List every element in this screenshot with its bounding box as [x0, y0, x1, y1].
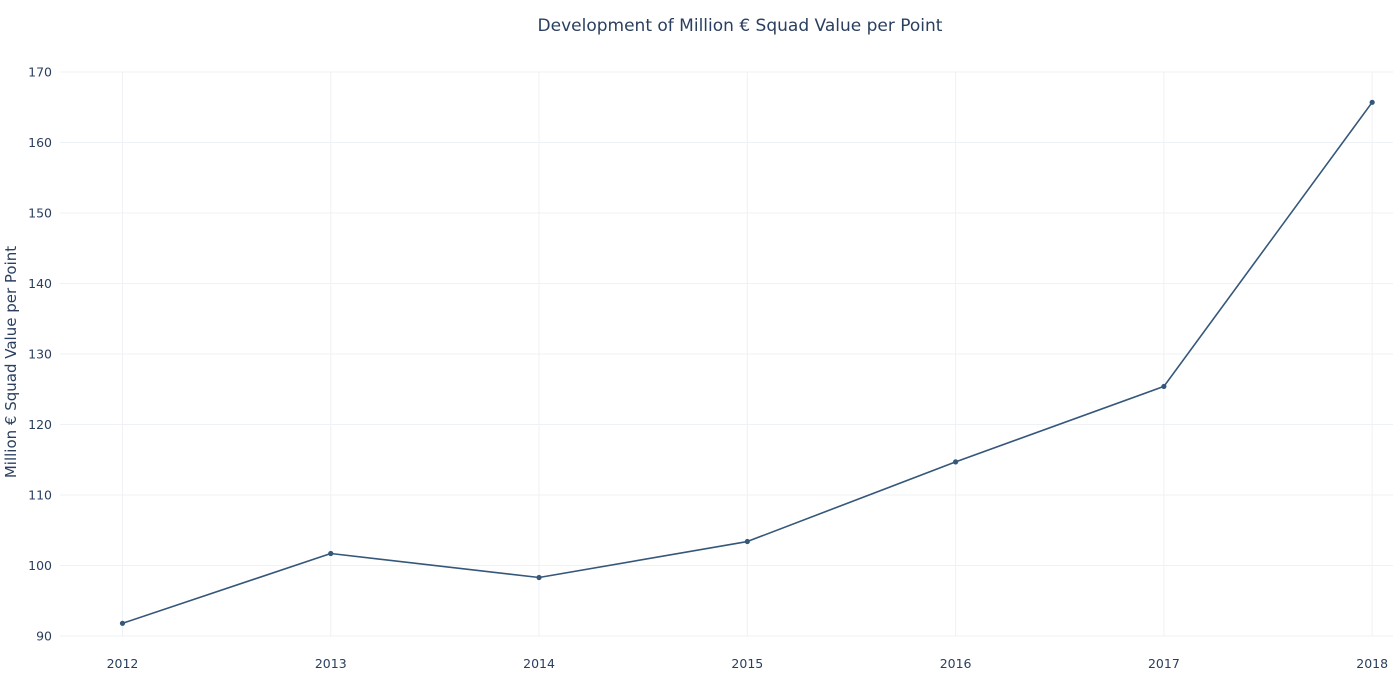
y-tick-label: 110	[28, 488, 52, 503]
x-tick-label: 2015	[731, 656, 763, 671]
y-tick-label: 120	[28, 417, 52, 432]
y-tick-label: 170	[28, 65, 52, 80]
x-tick-label: 2016	[940, 656, 972, 671]
x-tick-label: 2018	[1356, 656, 1388, 671]
data-point	[1161, 383, 1167, 390]
series-layer	[119, 99, 1375, 626]
y-gridlines	[60, 71, 1393, 637]
y-axis-title: Million € Squad Value per Point	[2, 246, 20, 478]
y-axis-ticks: 90 100 110 120 130 140 150 160 170	[28, 65, 52, 644]
x-tick-label: 2013	[315, 656, 347, 671]
data-point	[119, 620, 126, 626]
x-tick-label: 2012	[107, 656, 139, 671]
data-point	[1369, 99, 1375, 105]
data-point	[744, 538, 750, 545]
y-tick-label: 90	[36, 629, 52, 644]
x-tick-label: 2014	[523, 656, 555, 671]
y-tick-label: 150	[28, 206, 52, 221]
y-tick-label: 160	[28, 135, 52, 150]
y-tick-label: 140	[28, 276, 52, 291]
data-point	[536, 574, 542, 581]
x-axis-ticks: 2012 2013 2014 2015 2016 2017 2018	[107, 656, 1389, 671]
chart-title: Development of Million € Squad Value per…	[538, 16, 943, 36]
data-point	[328, 550, 334, 557]
x-tick-label: 2017	[1148, 656, 1180, 671]
data-point	[953, 459, 959, 465]
y-tick-label: 130	[28, 347, 52, 362]
y-tick-label: 100	[28, 558, 52, 573]
